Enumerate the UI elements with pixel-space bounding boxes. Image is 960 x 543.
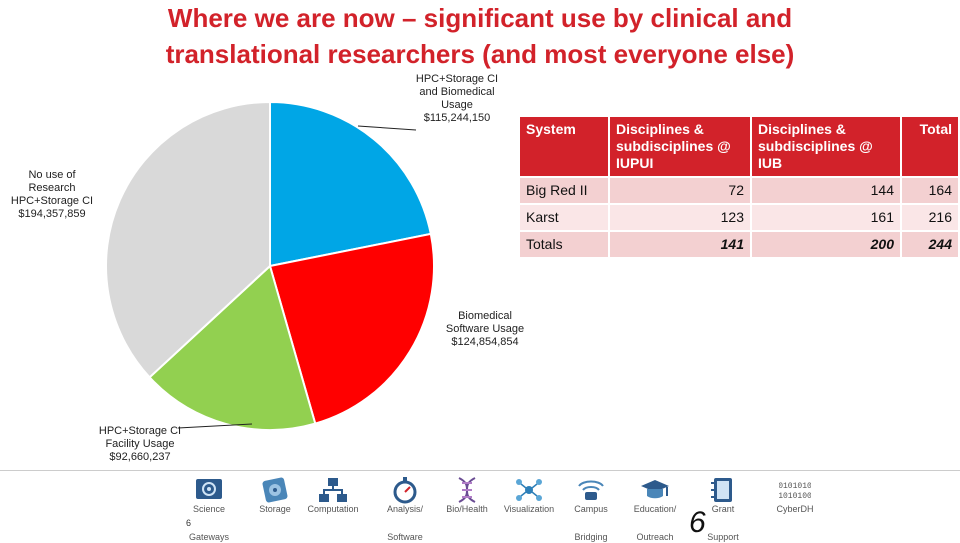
pie-label-line: HPC+Storage CI — [415, 73, 499, 85]
pie-label-line: No use of — [28, 169, 76, 181]
pie-label-line: Biomedical — [458, 310, 512, 322]
pie-label-line: and Biomedical — [419, 86, 495, 98]
footer-label-2: Gateways — [188, 532, 230, 542]
svg-text:0101010: 0101010 — [779, 482, 811, 491]
svg-text:1010100: 1010100 — [779, 492, 811, 501]
footer-label-2: Bridging — [574, 532, 608, 542]
molecule-icon — [516, 479, 542, 501]
page-marker: 6 — [689, 506, 706, 539]
pie-label-hpc-biomedical: HPC+Storage CI and Biomedical Usage $115… — [392, 73, 522, 125]
footer-label: Computation — [307, 504, 359, 514]
footer-label: Storage — [259, 504, 291, 514]
slide-title: Where we are now – significant use by cl… — [60, 0, 900, 72]
cell-iupui: 72 — [609, 176, 752, 204]
cell-total: 164 — [901, 176, 960, 204]
footer-label-2: Outreach — [636, 532, 674, 542]
footer-label: Bio/Health — [446, 504, 488, 514]
wireless-icon — [578, 480, 604, 500]
pie-chart — [105, 100, 435, 431]
pie-label-no-use: No use of Research HPC+Storage CI $194,3… — [6, 169, 98, 221]
footer-item-bio-health[interactable]: Bio/Health — [432, 476, 502, 515]
cell-iub: 161 — [751, 203, 902, 231]
pie-label-line: HPC+Storage CI — [10, 195, 94, 207]
systems-table: System Disciplines & subdisciplines @ IU… — [520, 117, 960, 257]
cell-iub: 200 — [751, 230, 902, 257]
cell-system: Karst — [520, 203, 610, 231]
footer-label-2: Support — [707, 532, 739, 542]
cell-total: 244 — [901, 230, 960, 257]
graduation-cap-icon — [641, 480, 669, 499]
table-header-row: System Disciplines & subdisciplines @ IU… — [520, 117, 960, 177]
footer-label: Visualization — [503, 504, 555, 514]
title-line-1: Where we are now – significant use by cl… — [167, 3, 793, 33]
pie-label-line: $115,244,150 — [423, 112, 491, 124]
network-diagram-icon — [319, 478, 347, 502]
header-total: Total — [901, 117, 960, 177]
pie-label-line: Usage — [441, 99, 473, 111]
footer-item-campus-bridging[interactable]: Campus Bridging — [556, 476, 626, 542]
pie-label-line: HPC+Storage CI — [98, 425, 182, 437]
title-line-2: translational researchers (and most ever… — [165, 39, 795, 69]
footer-label: CyberDH — [776, 504, 814, 514]
pie-label-facility: HPC+Storage CI Facility Usage $92,660,23… — [80, 425, 200, 464]
pie-slice-biomedical-software — [268, 232, 435, 425]
footer-label: Campus — [574, 504, 608, 514]
pie-slice-no-use — [105, 100, 271, 379]
pie-label-line: Facility Usage — [105, 438, 175, 450]
monitor-gear-icon — [196, 479, 222, 499]
table-row: Karst 123 161 216 — [520, 203, 960, 231]
pie-slice-hpc-biomedical — [269, 100, 433, 268]
footer-label: Analysis/ — [386, 504, 423, 514]
footer-label: Grant — [711, 504, 735, 514]
footer-label-2: Software — [387, 532, 423, 542]
disk-drive-icon — [262, 477, 288, 503]
footer-label: Education/ — [633, 504, 677, 514]
header-iub: Disciplines & subdisciplines @ IUB — [751, 117, 902, 177]
pie-label-line: $194,357,859 — [18, 208, 86, 220]
dna-icon — [458, 477, 476, 503]
slide-number: 6 — [186, 518, 192, 528]
pie-label-line: $92,660,237 — [109, 451, 171, 463]
pie-slice-facility — [148, 264, 317, 431]
footer-divider — [0, 470, 960, 471]
header-system: System — [520, 117, 610, 177]
notebook-icon — [711, 478, 732, 502]
footer-item-education-outreach[interactable]: Education/ Outreach — [620, 476, 690, 542]
stopwatch-icon — [393, 477, 417, 504]
pie-label-line: Software Usage — [445, 323, 525, 335]
cell-system: Big Red II — [520, 176, 610, 204]
footer-item-analysis-software[interactable]: Analysis/ Software — [370, 476, 440, 542]
footer-item-storage[interactable]: Storage — [240, 476, 310, 515]
pie-label-biomedical-software: Biomedical Software Usage $124,854,854 — [426, 310, 544, 349]
table-row: Big Red II 72 144 164 — [520, 176, 960, 204]
footer-item-visualization[interactable]: Visualization — [494, 476, 564, 515]
header-iupui: Disciplines & subdisciplines @ IUPUI — [609, 117, 752, 177]
table-row-totals: Totals 141 200 244 — [520, 230, 960, 257]
footer-label: Science — [192, 504, 226, 514]
footer-item-cyberdh[interactable]: 0101010 1010100 CyberDH — [760, 476, 830, 515]
cell-iupui: 141 — [609, 230, 752, 257]
footer-item-computation[interactable]: Computation — [298, 476, 368, 515]
footer-icon-bar: Science Gateways Storage Computation Ana… — [188, 476, 848, 542]
pie-label-line: Research — [28, 182, 76, 194]
footer-item-grant-support[interactable]: Grant Support — [688, 476, 758, 542]
leader-line-hpc-biomedical — [357, 125, 417, 131]
pie-label-line: $124,854,854 — [451, 336, 519, 348]
footer-item-science-gateways[interactable]: Science Gateways — [174, 476, 244, 542]
cell-system: Totals — [520, 230, 610, 257]
cell-total: 216 — [901, 203, 960, 231]
leader-line-facility — [177, 423, 253, 429]
cell-iub: 144 — [751, 176, 902, 204]
cell-iupui: 123 — [609, 203, 752, 231]
